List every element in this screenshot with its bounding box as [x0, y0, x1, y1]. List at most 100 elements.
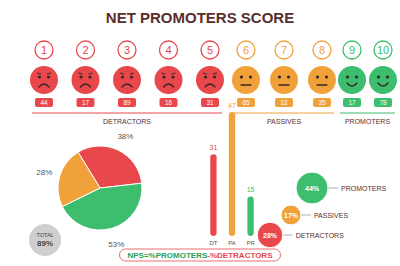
pie: 38% 53% 28% — [36, 132, 142, 249]
bubble — [257, 222, 283, 248]
score-number: 3 — [124, 44, 130, 56]
face-brow — [79, 73, 93, 74]
value-label: 31 — [206, 99, 214, 106]
bar — [210, 154, 216, 236]
face-eye — [204, 75, 207, 78]
group-line — [32, 113, 222, 114]
score-number: 4 — [165, 44, 171, 56]
bar-label: 47 — [228, 102, 236, 109]
face-mouth — [122, 84, 132, 87]
face-eye — [88, 75, 91, 78]
face-circle — [155, 66, 183, 94]
value-label: 17 — [348, 99, 356, 106]
bar — [229, 112, 235, 236]
bubble-label: 28% — [263, 232, 278, 239]
face-brow — [37, 73, 51, 74]
bubble — [296, 172, 328, 204]
bubble-category: PROMOTERS — [341, 185, 386, 192]
value-badge — [275, 98, 293, 107]
bar-label: 31 — [210, 144, 218, 151]
total-badge — [29, 224, 61, 256]
face-eye — [377, 75, 380, 78]
slice-label: 53% — [108, 240, 124, 249]
formula-text: -%DETRACTORS — [207, 251, 273, 260]
face-circle — [113, 66, 141, 94]
pie-slice — [58, 152, 100, 206]
value-badge — [374, 98, 392, 107]
category-label: DT — [209, 240, 217, 246]
value-label: 65 — [242, 99, 250, 106]
face-mouth — [81, 84, 91, 87]
face-mouth — [39, 84, 49, 87]
face-eye — [278, 75, 281, 78]
value-label: 78 — [379, 99, 387, 106]
score-badge — [343, 41, 361, 59]
value-badge — [237, 98, 255, 107]
value-label: 44 — [40, 99, 48, 106]
group-label: PASSIVES — [267, 118, 301, 125]
face-brow — [120, 73, 134, 74]
face-eye — [355, 75, 358, 78]
score-number: 9 — [349, 44, 355, 56]
face-mouth — [205, 84, 215, 87]
face-eye — [121, 75, 124, 78]
face-mouth — [317, 84, 327, 85]
formula-box — [120, 249, 281, 261]
slice-label: 28% — [36, 168, 52, 177]
face — [369, 66, 397, 94]
value-badge — [343, 98, 361, 107]
face-eye — [240, 75, 243, 78]
bubble-label: 17% — [284, 212, 299, 219]
bars — [210, 112, 253, 236]
value-label: 12 — [280, 99, 288, 106]
face-eye — [346, 75, 349, 78]
face-eye — [287, 75, 290, 78]
leader-line — [301, 215, 311, 216]
bubble-label: 44% — [305, 185, 320, 192]
face — [72, 66, 100, 94]
score-badge — [374, 41, 392, 59]
face-circle — [338, 66, 366, 94]
score-number: 10 — [377, 44, 389, 56]
score-badge — [160, 41, 178, 59]
score-number: 6 — [243, 44, 249, 56]
value-label: 16 — [165, 99, 173, 106]
face-eye — [325, 75, 328, 78]
face-circle — [308, 66, 336, 94]
group-label: PROMOTERS — [345, 118, 390, 125]
face — [232, 66, 260, 94]
face-eye — [162, 75, 165, 78]
bubble — [281, 205, 301, 225]
face-eye — [316, 75, 319, 78]
face-circle — [369, 66, 397, 94]
face-eye — [249, 75, 252, 78]
face — [270, 66, 298, 94]
score-badge — [275, 41, 293, 59]
face — [113, 66, 141, 94]
score-badge — [313, 41, 331, 59]
face — [155, 66, 183, 94]
face-eye — [47, 75, 50, 78]
face-mouth — [164, 84, 174, 87]
face-eye — [79, 75, 82, 78]
category-label: PA — [228, 240, 236, 246]
group-label: DETRACTORS — [103, 118, 151, 125]
score-number: 5 — [207, 44, 213, 56]
face-brow — [203, 73, 217, 74]
value-badge — [313, 98, 331, 107]
face-mouth — [279, 84, 289, 85]
value-badge — [77, 98, 95, 107]
face-circle — [270, 66, 298, 94]
score-badge — [237, 41, 255, 59]
face-eye — [38, 75, 41, 78]
face-eye — [213, 75, 216, 78]
face-eye — [130, 75, 133, 78]
score-number: 8 — [319, 44, 325, 56]
slice-label: 38% — [117, 132, 133, 141]
value-badge — [118, 98, 136, 107]
formula: NPS=%PROMOTERS-%DETRACTORS — [120, 249, 281, 261]
score-badge — [35, 41, 53, 59]
bubble-category: DETRACTORS — [296, 232, 344, 239]
face-circle — [196, 66, 224, 94]
face — [30, 66, 58, 94]
